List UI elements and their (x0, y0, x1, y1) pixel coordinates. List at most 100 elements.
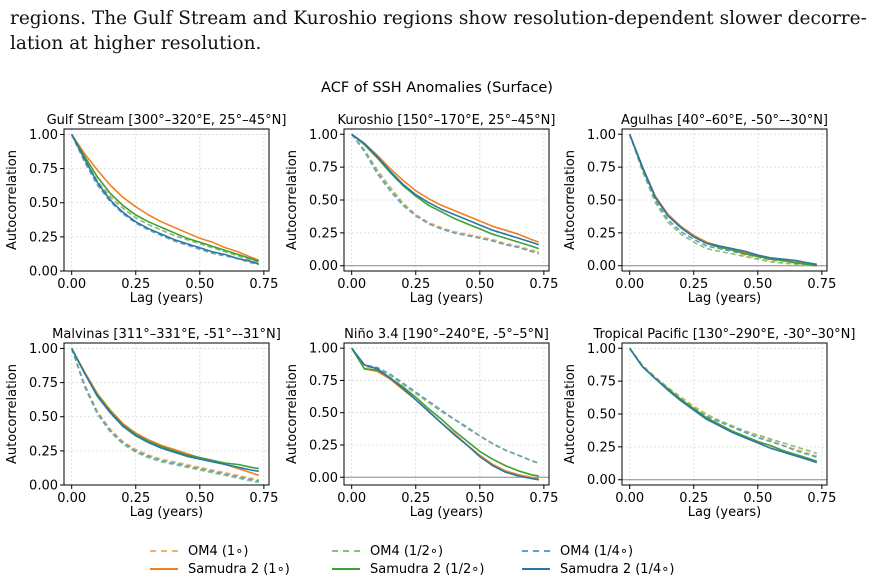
legend-swatch (522, 550, 550, 552)
subplot-6: 0.00 0.25 0.50 0.75 0.00 0.25 0.50 0.75 1.00Trop… (563, 327, 855, 520)
subplot-title: Kuroshio [150°–170°E, 25°–45°N] (338, 113, 556, 128)
x-tick-label: 0.50 (743, 491, 772, 506)
plot-frame (343, 342, 550, 486)
series-line-om4-quarter (351, 133, 539, 254)
subplot-1: 0.00 0.25 0.50 0.75 0.00 0.25 0.50 0.75 1.00Gulf… (5, 113, 286, 306)
y-axis-label: Autocorrelation (285, 150, 300, 250)
legend-swatch (332, 550, 360, 552)
legend-swatch (332, 568, 360, 570)
y-axis-label: Autocorrelation (285, 364, 300, 464)
series-line-om4-half (70, 134, 260, 264)
y-tick-label: 1.00 (309, 128, 338, 143)
legend-label: Samudra 2 (1∘) (188, 561, 290, 577)
y-axis-label: Autocorrelation (5, 364, 20, 464)
caption-line-2: lation at higher resolution. (10, 33, 262, 54)
y-tick-label: 0.25 (29, 444, 58, 459)
legend-label: OM4 (1/2∘) (370, 543, 444, 559)
series-line-om4-1 (351, 133, 539, 253)
y-axis-label: Autocorrelation (5, 150, 20, 250)
chart-grid: 0.00 0.25 0.50 0.750.000.250.500.751.00Gulf… (5, 113, 855, 520)
y-tick-label: 0.00 (309, 259, 338, 274)
x-tick-label: 0.25 (121, 491, 150, 506)
caption-line-1: regions. The Gulf Stream and Kuroshio re… (10, 8, 867, 29)
plot-frame (621, 128, 828, 272)
y-tick-label: 0.00 (29, 479, 58, 494)
x-axis-label: Lag (years) (130, 291, 204, 306)
y-tick-label: 0.50 (309, 194, 338, 209)
x-tick-label: 0.50 (185, 277, 214, 292)
series-line-samudra-quarter (628, 134, 817, 266)
series-line-samudra-quarter (351, 133, 540, 246)
y-tick-label: 1.00 (587, 128, 616, 143)
plot-frame (621, 342, 828, 486)
legend: OM4 (1∘) OM4 (1/2∘) OM4 (1/4∘) Samudra 2… (150, 540, 710, 580)
legend-item-samudra-half: Samudra 2 (1/2∘) (332, 560, 484, 578)
series-line-samudra-1 (70, 348, 260, 477)
series-line-om4-half (628, 134, 817, 267)
legend-label: Samudra 2 (1/2∘) (370, 561, 485, 577)
y-tick-label: 0.75 (29, 162, 58, 177)
y-axis-label: Autocorrelation (563, 150, 578, 250)
series-line-om4-quarter (629, 347, 818, 459)
series-line-samudra-quarter (629, 347, 818, 464)
y-tick-label: 0.50 (309, 406, 338, 421)
series-line-samudra-quarter (70, 348, 259, 473)
x-tick-label: 0.00 (57, 277, 86, 292)
x-tick-label: 0.00 (615, 491, 644, 506)
x-tick-label: 0.50 (185, 491, 214, 506)
y-tick-label: 0.00 (587, 259, 616, 274)
y-tick-label: 0.25 (587, 226, 616, 241)
figure-title: ACF of SSH Anomalies (Surface) (321, 80, 553, 96)
series-line-samudra-1 (351, 133, 540, 243)
y-tick-label: 0.00 (309, 471, 338, 486)
x-tick-label: 0.00 (615, 277, 644, 292)
series-line-om4-quarter (70, 134, 259, 265)
legend-label: OM4 (1/4∘) (560, 543, 634, 559)
x-axis-label: Lag (years) (410, 505, 484, 520)
x-tick-label: 0.75 (807, 277, 836, 292)
y-tick-label: 0.75 (29, 376, 58, 391)
x-tick-label: 0.25 (401, 277, 430, 292)
y-tick-label: 0.75 (587, 161, 616, 176)
x-axis-label: Lag (years) (688, 291, 762, 306)
y-tick-label: 0.25 (29, 230, 58, 245)
legend-label: OM4 (1∘) (188, 543, 249, 559)
subplot-title: Gulf Stream [300°–320°E, 25°–45°N] (47, 113, 287, 128)
series-line-samudra-half (70, 348, 259, 470)
y-tick-label: 0.00 (29, 265, 58, 280)
x-tick-label: 0.50 (743, 277, 772, 292)
series-line-samudra-half (351, 133, 540, 250)
legend-item-om4-half: OM4 (1/2∘) (332, 542, 443, 560)
x-axis-label: Lag (years) (688, 505, 762, 520)
plot-frame (343, 128, 550, 272)
series-line-om4-half (70, 348, 259, 484)
y-tick-label: 1.00 (29, 128, 58, 143)
x-tick-label: 0.00 (337, 277, 366, 292)
y-tick-label: 0.00 (587, 473, 616, 488)
y-tick-label: 0.25 (587, 440, 616, 455)
caption-text: regions. The Gulf Stream and Kuroshio re… (10, 6, 870, 56)
series-line-samudra-half (629, 347, 818, 463)
legend-swatch (150, 568, 178, 570)
y-tick-label: 0.25 (309, 226, 338, 241)
y-tick-label: 0.75 (309, 161, 338, 176)
y-tick-label: 1.00 (309, 342, 338, 357)
series-line-om4-quarter (351, 347, 540, 464)
y-tick-label: 0.75 (309, 374, 338, 389)
y-tick-label: 0.50 (29, 196, 58, 211)
x-tick-label: 0.25 (679, 277, 708, 292)
y-tick-label: 0.50 (587, 194, 616, 209)
x-tick-label: 0.75 (529, 277, 558, 292)
series-line-om4-half (351, 347, 540, 464)
legend-swatch (150, 550, 178, 552)
plot-frame (63, 128, 270, 272)
subplot-3: 0.00 0.25 0.50 0.75 0.00 0.25 0.50 0.75 1.00 Agul… (563, 113, 836, 306)
y-tick-label: 0.50 (29, 410, 58, 425)
x-axis-label: Lag (years) (130, 505, 204, 520)
y-tick-label: 1.00 (587, 342, 616, 357)
legend-item-samudra-quarter: Samudra 2 (1/4∘) (522, 560, 674, 578)
y-tick-label: 0.25 (309, 438, 338, 453)
x-tick-label: 0.25 (679, 491, 708, 506)
legend-label: Samudra 2 (1/4∘) (560, 561, 675, 577)
x-tick-label: 0.75 (529, 491, 558, 506)
